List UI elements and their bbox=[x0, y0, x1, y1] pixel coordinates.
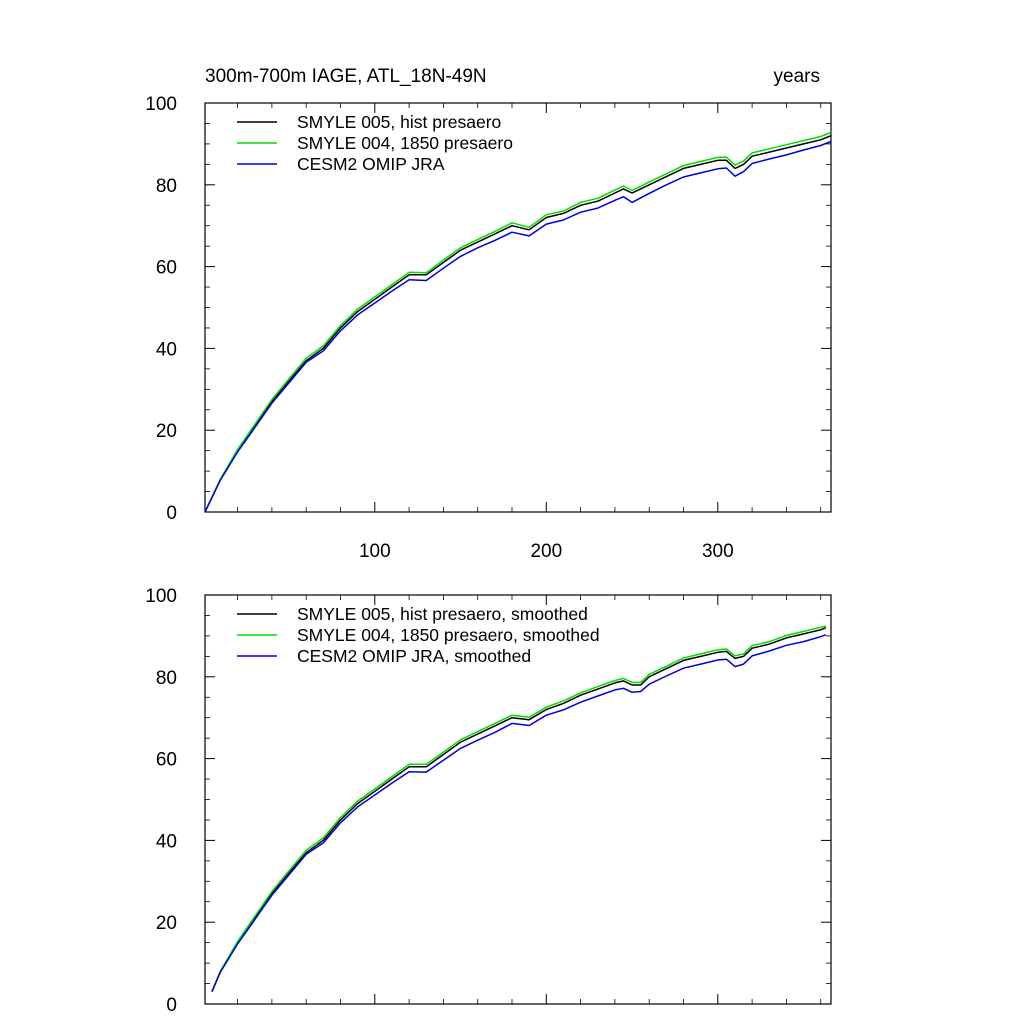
legend-label-1: SMYLE 005, hist presaero bbox=[297, 112, 501, 132]
series-line-3 bbox=[204, 140, 832, 513]
y-tick-label: 0 bbox=[166, 503, 177, 524]
y-tick-label: 80 bbox=[156, 668, 177, 689]
y-tick-label: 20 bbox=[156, 421, 177, 442]
top-panel: 300m-700m IAGE, ATL_18N-49N years 0 20 40 6… bbox=[145, 66, 832, 562]
x-tick-label: 100 bbox=[359, 541, 391, 562]
series-line-3 bbox=[211, 633, 827, 992]
y-tick-label: 40 bbox=[156, 339, 177, 360]
series-line-2 bbox=[204, 131, 832, 513]
y-tick-label: 20 bbox=[156, 913, 177, 934]
y-tick-label: 100 bbox=[145, 94, 177, 115]
units-label: years bbox=[774, 66, 820, 87]
x-tick-label: 200 bbox=[530, 541, 562, 562]
chart-title: 300m-700m IAGE, ATL_18N-49N bbox=[205, 66, 487, 87]
y-tick-label: 40 bbox=[156, 831, 177, 852]
legend-label-2: SMYLE 004, 1850 presaero, smoothed bbox=[297, 625, 600, 645]
x-tick-label: 300 bbox=[702, 541, 734, 562]
y-tick-label: 60 bbox=[156, 258, 177, 279]
y-tick-label: 80 bbox=[156, 176, 177, 197]
bottom-panel: 0 20 40 60 80 100 SMYLE 005, hist presaero, sm… bbox=[145, 586, 832, 1016]
legend-label-2: SMYLE 004, 1850 presaero bbox=[297, 133, 513, 153]
legend-label-1: SMYLE 005, hist presaero, smoothed bbox=[297, 604, 588, 624]
y-tick-label: 100 bbox=[145, 586, 177, 607]
series-line-1 bbox=[211, 627, 827, 992]
y-tick-label: 0 bbox=[166, 995, 177, 1016]
series-line-2 bbox=[211, 625, 827, 992]
legend-label-3: CESM2 OMIP JRA, smoothed bbox=[297, 646, 531, 666]
series-line-1 bbox=[204, 135, 832, 513]
y-tick-label: 60 bbox=[156, 750, 177, 771]
legend-label-3: CESM2 OMIP JRA bbox=[297, 154, 445, 174]
